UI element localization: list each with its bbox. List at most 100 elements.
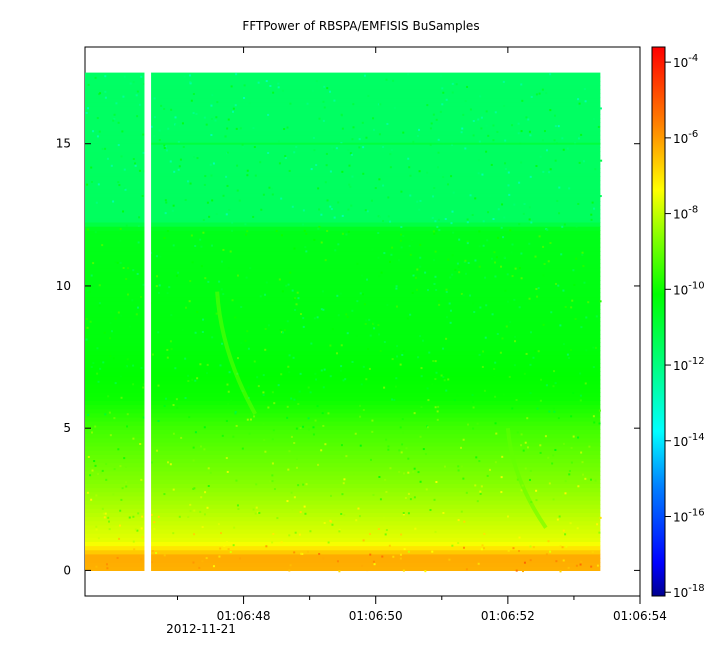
noise-speck — [371, 430, 374, 433]
noise-speck — [568, 473, 571, 476]
noise-speck — [548, 482, 551, 485]
noise-speck — [501, 455, 504, 458]
noise-speck — [351, 309, 354, 312]
noise-speck — [219, 364, 222, 367]
spectrogram-band — [85, 504, 601, 509]
noise-speck — [458, 238, 461, 241]
noise-speck — [435, 230, 438, 233]
noise-speck — [119, 261, 122, 264]
noise-speck — [279, 328, 282, 331]
spectrogram-band — [85, 155, 601, 161]
noise-speck — [247, 347, 250, 350]
noise-speck — [96, 135, 99, 138]
noise-speck — [334, 249, 337, 252]
noise-speck — [280, 541, 283, 544]
noise-speck — [248, 102, 251, 105]
noise-speck — [139, 443, 142, 446]
noise-speck — [125, 224, 128, 227]
spectrogram-band — [85, 130, 601, 136]
noise-speck — [516, 478, 519, 481]
noise-speck — [163, 146, 166, 149]
noise-speck — [367, 94, 370, 97]
noise-speck — [527, 118, 530, 121]
noise-speck — [305, 232, 308, 235]
noise-speck — [432, 113, 435, 116]
noise-speck — [551, 462, 554, 465]
spectrogram-band — [85, 375, 601, 381]
noise-speck — [256, 376, 259, 379]
noise-speck — [359, 444, 362, 447]
noise-speck — [120, 314, 123, 317]
noise-speck — [443, 379, 446, 382]
noise-speck — [460, 465, 463, 468]
noise-speck — [542, 170, 545, 173]
noise-speck — [358, 138, 361, 141]
noise-speck — [486, 474, 489, 477]
noise-speck — [358, 146, 361, 149]
spectrogram-band — [85, 109, 601, 115]
noise-speck — [539, 444, 542, 447]
noise-speck — [97, 93, 100, 96]
noise-speck — [554, 382, 557, 385]
noise-speck — [558, 515, 561, 518]
spectrogram-band — [85, 333, 601, 339]
spectrogram-band — [85, 259, 601, 265]
noise-speck — [255, 483, 258, 486]
noise-speck — [481, 365, 484, 368]
noise-speck — [97, 380, 100, 383]
noise-speck — [419, 199, 422, 202]
noise-speck — [165, 201, 168, 204]
noise-speck — [342, 379, 345, 382]
noise-speck — [449, 276, 452, 279]
noise-speck — [293, 551, 296, 554]
noise-speck — [379, 498, 382, 501]
noise-speck — [192, 156, 195, 159]
noise-speck — [317, 227, 320, 230]
noise-speck — [288, 569, 291, 572]
noise-speck — [98, 302, 101, 305]
noise-speck — [140, 558, 143, 561]
noise-speck — [235, 424, 238, 427]
noise-speck — [339, 369, 342, 372]
noise-speck — [578, 102, 581, 105]
noise-speck — [205, 372, 208, 375]
noise-speck — [331, 146, 334, 149]
noise-speck — [166, 348, 169, 351]
noise-speck — [568, 187, 571, 190]
noise-speck — [444, 218, 447, 221]
noise-speck — [510, 251, 513, 254]
noise-speck — [492, 218, 495, 221]
noise-speck — [206, 201, 209, 204]
spectrogram-band — [85, 246, 601, 252]
noise-speck — [436, 225, 439, 228]
noise-speck — [90, 365, 93, 368]
noise-speck — [249, 418, 252, 421]
noise-speck — [189, 509, 192, 512]
noise-speck — [518, 223, 521, 226]
noise-speck — [278, 162, 281, 165]
noise-speck — [163, 554, 166, 557]
noise-speck — [581, 461, 584, 464]
noise-speck — [372, 560, 375, 563]
noise-speck — [504, 168, 507, 171]
noise-speck — [398, 471, 401, 474]
noise-speck — [409, 174, 412, 177]
noise-speck — [136, 115, 139, 118]
noise-speck — [199, 363, 202, 366]
noise-speck — [538, 92, 541, 95]
noise-speck — [562, 148, 565, 151]
noise-speck — [599, 300, 602, 303]
noise-speck — [474, 259, 477, 262]
noise-speck — [273, 402, 276, 405]
noise-speck — [204, 175, 207, 178]
noise-speck — [447, 258, 450, 261]
noise-speck — [110, 164, 113, 167]
noise-speck — [592, 117, 595, 120]
noise-speck — [395, 287, 398, 290]
noise-speck — [541, 88, 544, 91]
noise-speck — [224, 135, 227, 138]
noise-speck — [383, 341, 386, 344]
noise-speck — [323, 368, 326, 371]
noise-speck — [371, 248, 374, 251]
spectrogram-band — [85, 545, 601, 551]
